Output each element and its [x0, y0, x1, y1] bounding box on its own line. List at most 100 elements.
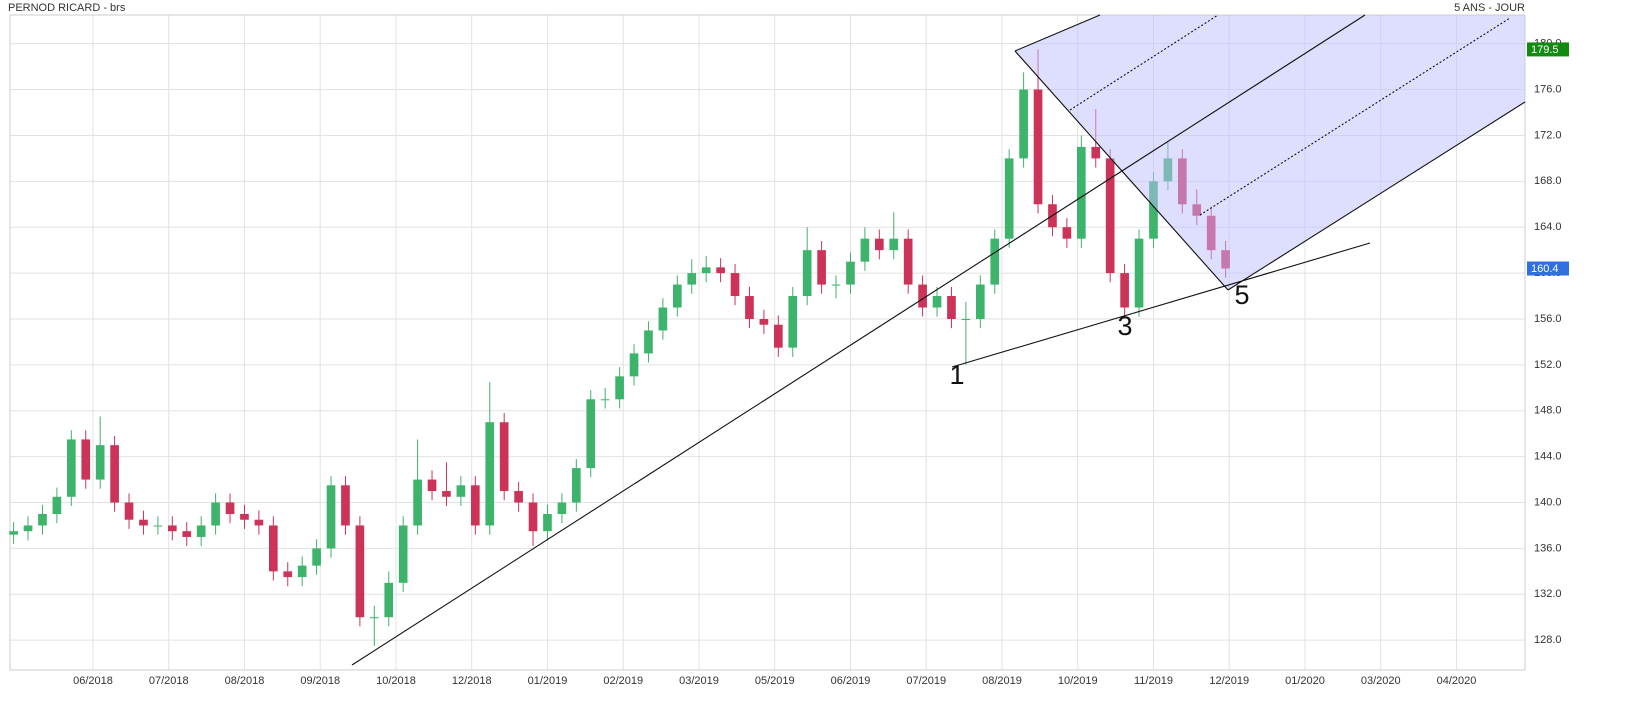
- y-tick-label: 132.0: [1534, 588, 1562, 600]
- candle-body: [1019, 89, 1028, 159]
- candle-body: [1134, 238, 1144, 308]
- candle-body: [716, 267, 725, 274]
- y-tick-label: 144.0: [1534, 451, 1562, 463]
- wave-label: 1: [949, 360, 964, 390]
- x-tick-label: 06/2019: [831, 675, 871, 687]
- x-tick-label: 03/2020: [1361, 675, 1401, 687]
- candle-body: [629, 353, 639, 377]
- candle-body: [211, 502, 220, 526]
- candle-body: [9, 531, 18, 535]
- x-tick-label: 07/2018: [149, 675, 189, 687]
- candle-body: [442, 491, 451, 497]
- candle-body: [788, 296, 798, 348]
- candle-body: [312, 548, 321, 566]
- candle-body: [543, 513, 552, 532]
- candle-body: [975, 284, 985, 319]
- pitchfork-dashed: [1199, 17, 1511, 216]
- candle-body: [1004, 158, 1014, 239]
- candle-body: [326, 485, 336, 549]
- x-tick-label: 06/2018: [73, 675, 113, 687]
- candle-body: [456, 485, 466, 497]
- candle-body: [701, 267, 711, 274]
- candle-body: [427, 479, 437, 492]
- candle-body: [124, 502, 134, 520]
- candle-body: [658, 307, 668, 331]
- candle-body: [874, 238, 884, 251]
- x-tick-label: 12/2018: [452, 675, 492, 687]
- candle-body: [23, 525, 33, 532]
- candle-body: [600, 399, 610, 401]
- y-tick-label: 152.0: [1534, 359, 1562, 371]
- x-tick-label: 10/2018: [376, 675, 416, 687]
- candle-body: [254, 519, 264, 526]
- wave-label: 5: [1234, 280, 1249, 310]
- candle-body: [644, 330, 653, 354]
- candle-body: [528, 502, 538, 532]
- trend-line: [951, 242, 1371, 368]
- candle-body: [586, 399, 596, 469]
- candle-body: [413, 479, 422, 526]
- y-tick-label: 172.0: [1534, 129, 1562, 141]
- candle-body: [557, 502, 567, 514]
- pitchfork-area: [1015, 15, 1525, 290]
- candle-body: [860, 238, 870, 262]
- x-tick-label: 03/2019: [679, 675, 719, 687]
- x-tick-label: 01/2020: [1285, 675, 1325, 687]
- y-tick-label: 156.0: [1534, 313, 1562, 325]
- x-tick-label: 08/2018: [225, 675, 265, 687]
- wave-label: 3: [1117, 311, 1132, 341]
- y-tick-label: 164.0: [1534, 221, 1562, 233]
- y-tick-label: 128.0: [1534, 634, 1562, 646]
- plot-frame: [9, 14, 1526, 671]
- y-tick-label: 140.0: [1534, 496, 1562, 508]
- candle-body: [66, 439, 76, 497]
- price-marker-label: 160.4: [1531, 263, 1559, 275]
- chart-title: PERNOD RICARD - brs: [8, 2, 126, 14]
- candle-body: [499, 422, 509, 492]
- x-tick-label: 02/2019: [603, 675, 643, 687]
- candle-body: [961, 318, 971, 320]
- pitchfork-tine: [1227, 101, 1526, 291]
- y-tick-label: 136.0: [1534, 542, 1562, 554]
- candle-body: [268, 525, 278, 572]
- candle-body: [153, 525, 163, 527]
- x-tick-label: 12/2019: [1209, 675, 1249, 687]
- candle-body: [918, 284, 927, 308]
- candle-body: [773, 324, 783, 348]
- candle-body: [1062, 227, 1072, 239]
- x-tick-label: 08/2019: [982, 675, 1022, 687]
- candle-body: [355, 525, 365, 618]
- candle-body: [672, 284, 682, 308]
- candle-body: [167, 525, 177, 532]
- candle-body: [730, 273, 740, 297]
- y-tick-label: 176.0: [1534, 83, 1562, 95]
- x-tick-label: 07/2019: [906, 675, 946, 687]
- candle-body: [802, 250, 812, 297]
- chart-subtitle: 5 ANS - JOUR: [1454, 2, 1525, 14]
- x-tick-label: 05/2019: [755, 675, 795, 687]
- candle-body: [38, 513, 47, 526]
- candle-body: [1105, 158, 1115, 274]
- price-marker: [1527, 42, 1569, 57]
- candle-body: [110, 445, 119, 503]
- price-marker-label: 179.5: [1531, 44, 1559, 56]
- candle-body: [817, 250, 826, 285]
- candle-body: [470, 485, 480, 526]
- candle-body: [1149, 181, 1158, 239]
- candle-body: [571, 468, 581, 503]
- x-tick-label: 09/2018: [300, 675, 340, 687]
- candle-body: [745, 296, 754, 319]
- x-tick-label: 04/2020: [1437, 675, 1477, 687]
- candle-body: [341, 485, 350, 526]
- candle-body: [398, 525, 408, 583]
- candle-body: [514, 491, 523, 503]
- x-tick-label: 11/2019: [1134, 675, 1173, 687]
- candle-body: [52, 496, 62, 514]
- candle-body: [485, 422, 495, 526]
- price-marker: [1527, 261, 1569, 276]
- candle-body: [1120, 273, 1129, 308]
- candle-body: [95, 445, 105, 480]
- candle-body: [297, 565, 307, 578]
- x-tick-label: 01/2019: [528, 675, 568, 687]
